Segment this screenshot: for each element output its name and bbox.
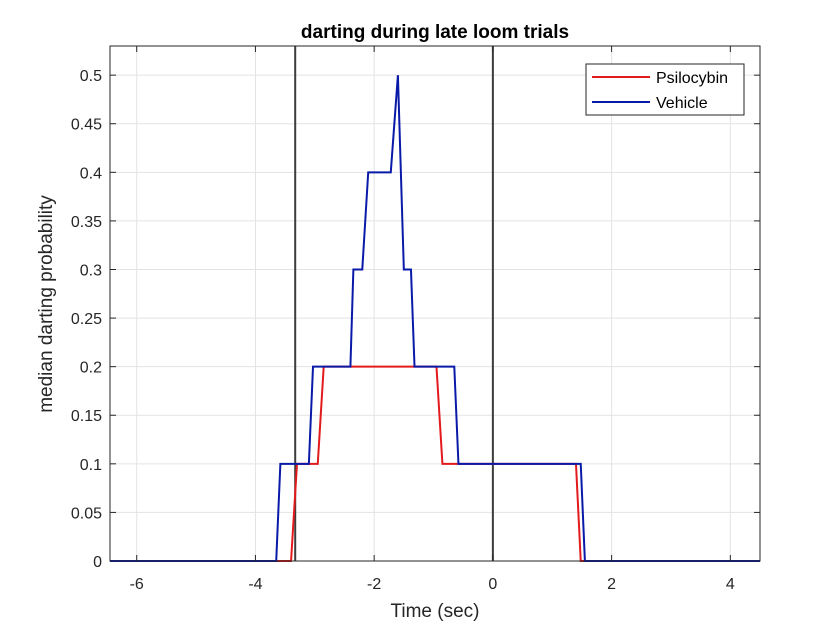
y-tick-label: 0.4 <box>80 165 102 182</box>
y-tick-label: 0.45 <box>71 117 102 134</box>
x-tick-label: 4 <box>726 576 735 593</box>
series-line-psilocybin <box>110 365 760 562</box>
series-line-vehicle <box>110 75 760 562</box>
y-tick-label: 0.05 <box>71 505 102 522</box>
plot-frame <box>109 45 761 562</box>
y-tick-label: 0.1 <box>80 457 102 474</box>
grid-lines <box>110 46 760 562</box>
legend: Psilocybin Vehicle <box>585 63 745 116</box>
x-tick-label: -6 <box>130 576 144 593</box>
y-tick-label: 0.3 <box>80 262 102 279</box>
legend-label-vehicle: Vehicle <box>656 95 708 112</box>
x-axis-label: Time (sec) <box>390 601 479 622</box>
x-tick-label: -2 <box>367 576 381 593</box>
x-tick-label: -4 <box>248 576 262 593</box>
x-tick-label: 0 <box>488 576 497 593</box>
vertical-reference-lines <box>294 46 494 561</box>
chart-title: darting during late loom trials <box>301 22 569 43</box>
y-tick-label: 0.25 <box>71 311 102 328</box>
axis-ticks <box>110 46 760 562</box>
legend-label-psilocybin: Psilocybin <box>656 70 728 87</box>
y-tick-label: 0.5 <box>80 68 102 85</box>
x-tick-labels: -6 -4 -2 0 2 4 <box>130 576 735 593</box>
y-tick-labels: 0 0.05 0.1 0.15 0.2 0.25 0.3 0.35 0.4 0.45 0.5 <box>71 68 102 571</box>
y-tick-label: 0.2 <box>80 360 102 377</box>
y-axis-label: median darting probability <box>36 195 57 413</box>
x-tick-label: 2 <box>607 576 616 593</box>
legend-box <box>585 63 745 116</box>
y-tick-label: 0 <box>93 554 102 571</box>
y-tick-label: 0.15 <box>71 408 102 425</box>
y-tick-label: 0.35 <box>71 214 102 231</box>
series-lines <box>110 75 760 562</box>
